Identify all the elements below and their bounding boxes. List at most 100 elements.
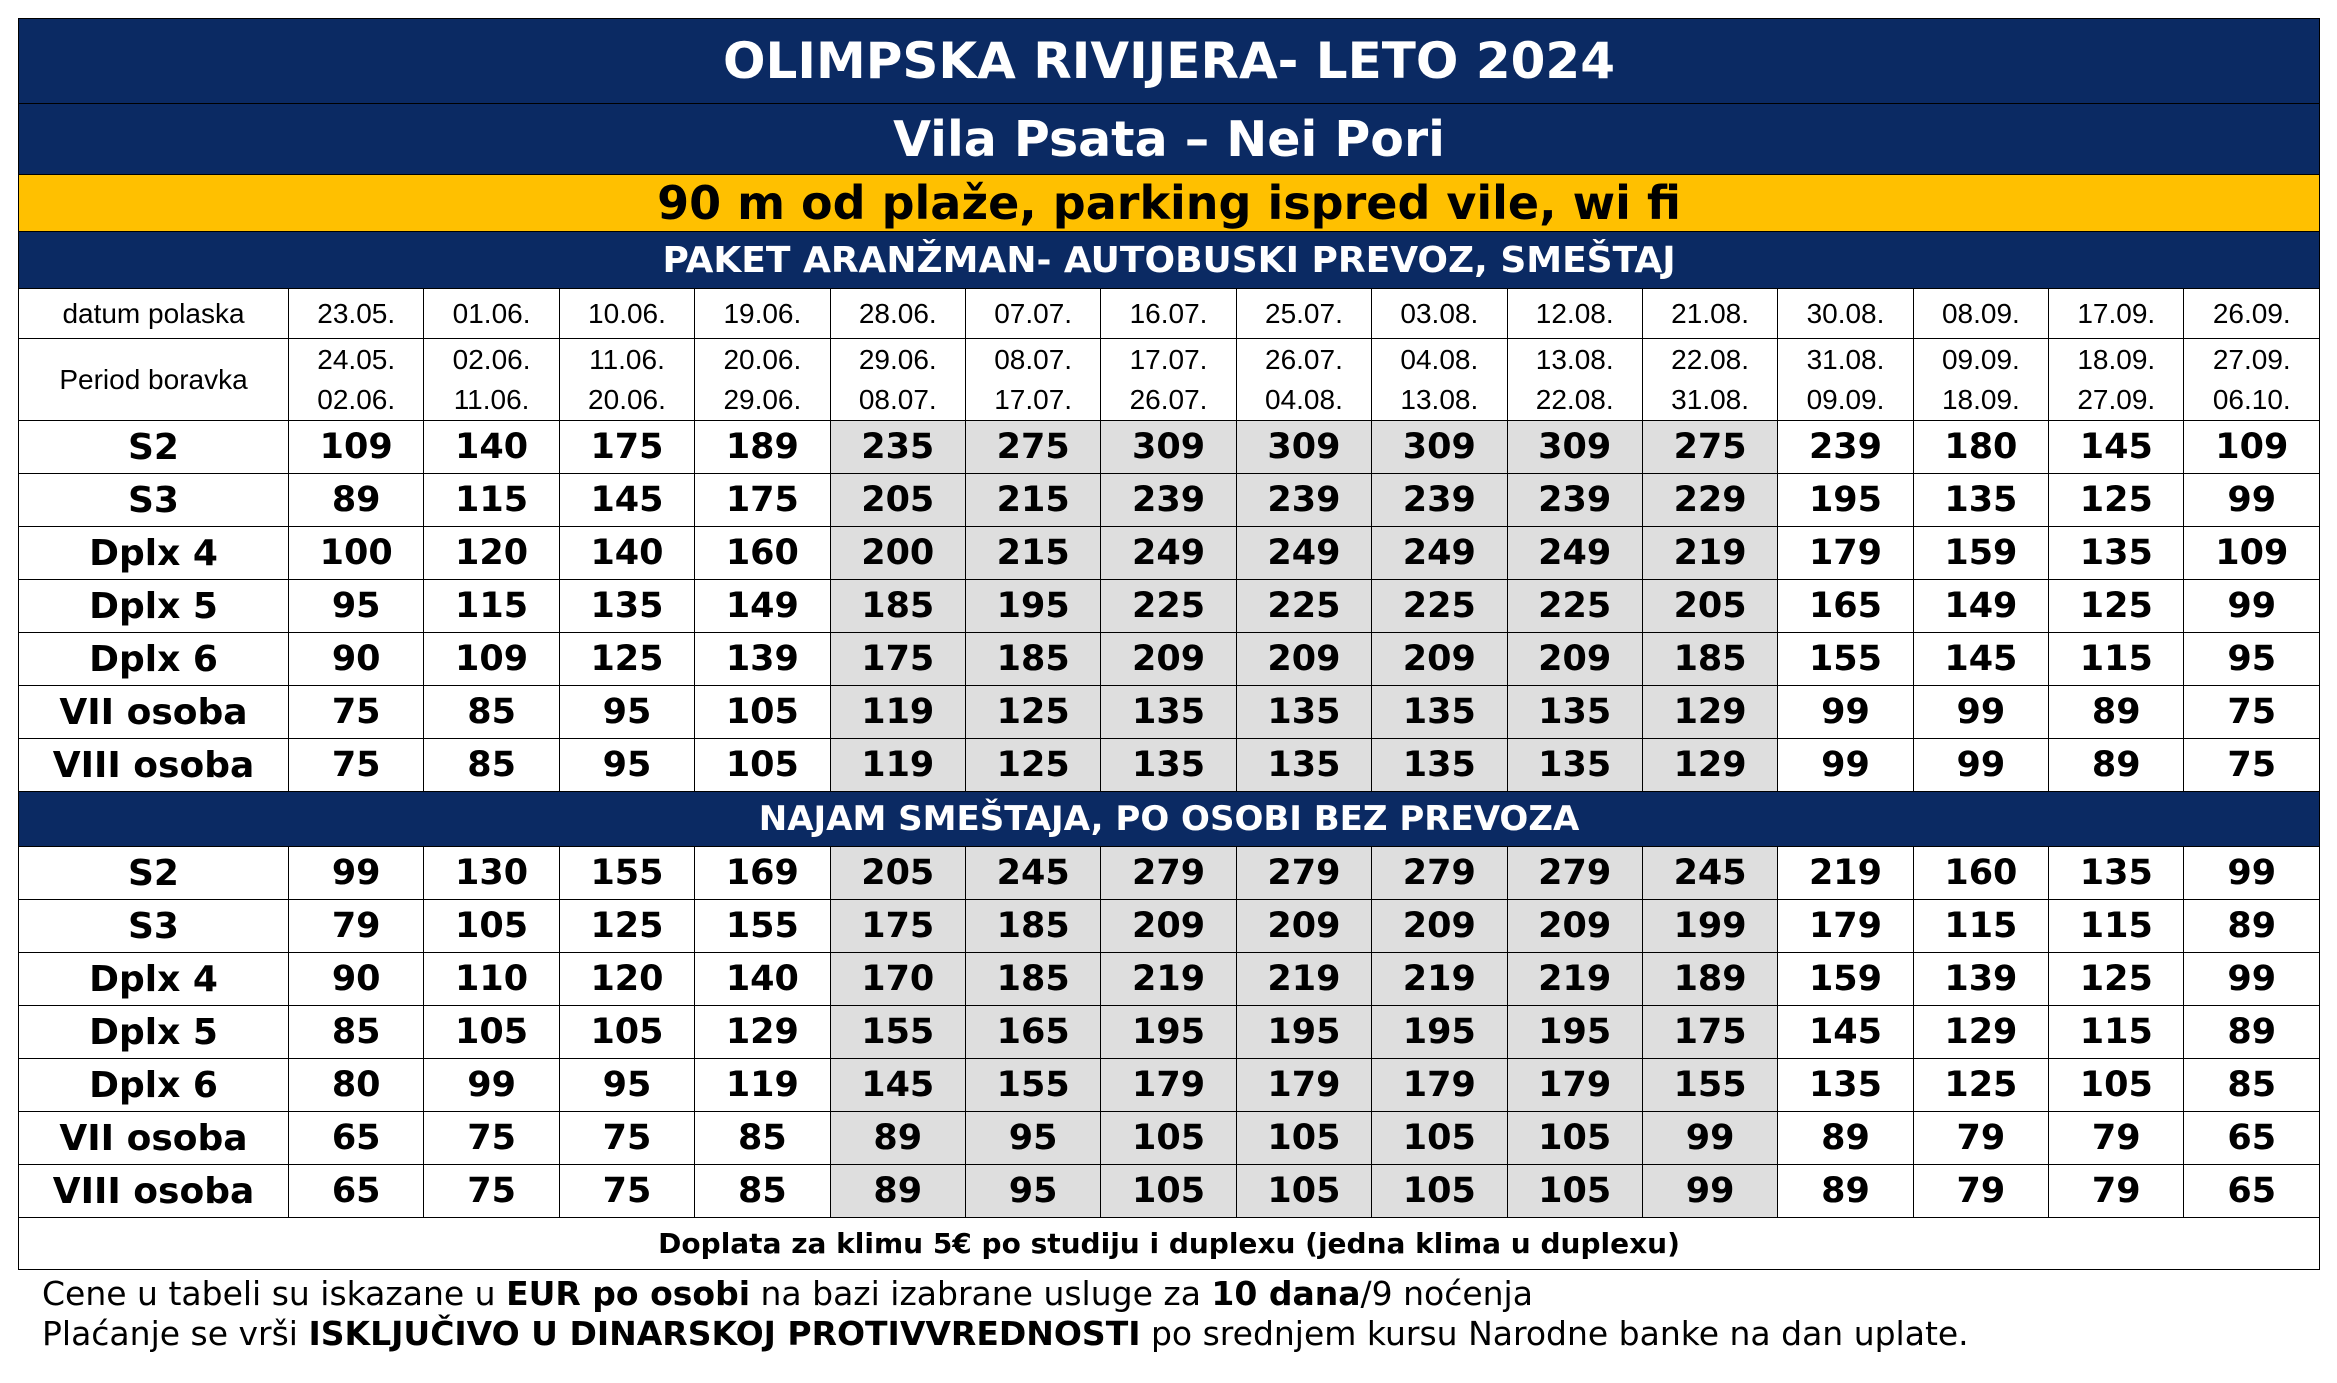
period-end: 06.10. xyxy=(2212,383,2291,415)
price-cell: 100 xyxy=(287,526,425,580)
price-cell: 135 xyxy=(1235,685,1373,739)
stay-period: 11.06. 20.06. xyxy=(558,338,696,421)
period-end: 09.09. xyxy=(1806,383,1885,415)
departure-date: 01.06. xyxy=(423,288,560,339)
price-cell: 279 xyxy=(1100,846,1237,900)
table-row: S3 79 105 125 155 175 185 209 209 209 209 199 179 115… xyxy=(18,899,2321,953)
price-cell: 129 xyxy=(1912,1005,2050,1059)
stay-period: 09.09. 18.09. xyxy=(1912,338,2050,421)
ac-surcharge-note: Doplata za klimu 5€ po studiju i duplexu… xyxy=(17,1217,2321,1270)
price-cell: 235 xyxy=(829,420,966,474)
price-cell: 105 xyxy=(694,738,831,792)
price-cell: 105 xyxy=(423,899,560,953)
stay-period: 31.08. 09.09. xyxy=(1777,338,1914,421)
period-end: 22.08. xyxy=(1535,383,1614,415)
price-cell: 239 xyxy=(1371,473,1508,527)
price-cell: 175 xyxy=(829,899,966,953)
price-cell: 119 xyxy=(829,738,966,792)
price-cell: 99 xyxy=(2183,846,2321,900)
price-cell: 219 xyxy=(1100,952,1237,1006)
price-cell: 125 xyxy=(558,899,696,953)
price-cell: 129 xyxy=(1641,738,1779,792)
price-cell: 215 xyxy=(964,473,1102,527)
price-cell: 155 xyxy=(1777,632,1914,686)
price-cell: 145 xyxy=(829,1058,966,1112)
price-cell: 145 xyxy=(1912,632,2050,686)
price-cell: 135 xyxy=(2048,526,2185,580)
room-type-label: Dplx 5 xyxy=(18,1005,289,1059)
price-cell: 249 xyxy=(1506,526,1643,580)
price-cell: 140 xyxy=(558,526,696,580)
price-cell: 99 xyxy=(287,846,425,900)
price-cell: 75 xyxy=(2183,685,2321,739)
stay-period: 26.07. 04.08. xyxy=(1235,338,1373,421)
price-cell: 105 xyxy=(558,1005,696,1059)
amenities-banner: 90 m od plaže, parking ispred vile, wi f… xyxy=(17,174,2321,232)
price-list: OLIMPSKA RIVIJERA- LETO 2024 Vila Psata … xyxy=(17,18,2321,1354)
period-start: 26.07. xyxy=(1265,343,1343,375)
price-cell: 185 xyxy=(964,632,1102,686)
notes: Cene u tabeli su iskazane u EUR po osobi… xyxy=(18,1274,2319,1354)
departure-date: 25.07. xyxy=(1235,288,1373,339)
price-cell: 160 xyxy=(694,526,831,580)
price-cell: 239 xyxy=(1100,473,1237,527)
price-cell: 135 xyxy=(1100,738,1237,792)
price-cell: 89 xyxy=(1777,1111,1914,1165)
period-end: 08.07. xyxy=(858,383,937,415)
period-end: 18.09. xyxy=(1941,383,2020,415)
period-start: 24.05. xyxy=(317,343,396,375)
note-bold: EUR po osobi xyxy=(506,1274,751,1313)
departure-date: 16.07. xyxy=(1100,288,1237,339)
departure-date: 26.09. xyxy=(2183,288,2321,339)
table-row: VIII osoba 65 75 75 85 89 95 105 105 105 105 99 89 79… xyxy=(18,1164,2321,1218)
price-cell: 185 xyxy=(964,952,1102,1006)
price-cell: 309 xyxy=(1371,420,1508,474)
price-cell: 195 xyxy=(1100,1005,1237,1059)
stay-period: 22.08. 31.08. xyxy=(1641,338,1779,421)
period-start: 04.08. xyxy=(1400,343,1479,375)
price-cell: 179 xyxy=(1235,1058,1373,1112)
price-cell: 140 xyxy=(694,952,831,1006)
price-cell: 195 xyxy=(1371,1005,1508,1059)
price-cell: 219 xyxy=(1641,526,1779,580)
stay-period: 02.06. 11.06. xyxy=(423,338,560,421)
departure-date: 07.07. xyxy=(964,288,1102,339)
price-cell: 185 xyxy=(964,899,1102,953)
price-cell: 140 xyxy=(423,420,560,474)
price-cell: 160 xyxy=(1912,846,2050,900)
price-cell: 129 xyxy=(1641,685,1779,739)
price-cell: 175 xyxy=(558,420,696,474)
price-cell: 149 xyxy=(694,579,831,633)
price-cell: 185 xyxy=(829,579,966,633)
price-cell: 239 xyxy=(1235,473,1373,527)
price-cell: 95 xyxy=(287,579,425,633)
departure-date: 23.05. xyxy=(287,288,425,339)
room-type-label: S3 xyxy=(18,899,289,953)
price-cell: 135 xyxy=(1235,738,1373,792)
price-cell: 75 xyxy=(558,1164,696,1218)
price-cell: 115 xyxy=(2048,1005,2185,1059)
departure-date: 28.06. xyxy=(829,288,966,339)
price-cell: 105 xyxy=(1506,1164,1643,1218)
price-cell: 279 xyxy=(1235,846,1373,900)
price-cell: 105 xyxy=(423,1005,560,1059)
price-cell: 209 xyxy=(1235,632,1373,686)
price-cell: 179 xyxy=(1506,1058,1643,1112)
price-cell: 135 xyxy=(1506,685,1643,739)
departure-date: 17.09. xyxy=(2048,288,2185,339)
price-cell: 135 xyxy=(1912,473,2050,527)
price-cell: 115 xyxy=(423,473,560,527)
price-cell: 209 xyxy=(1371,899,1508,953)
price-cell: 105 xyxy=(1235,1111,1373,1165)
price-cell: 95 xyxy=(2183,632,2321,686)
period-label: Period boravka xyxy=(18,338,289,421)
price-cell: 229 xyxy=(1641,473,1779,527)
stay-period: 08.07. 17.07. xyxy=(964,338,1102,421)
villa-subtitle: Vila Psata – Nei Pori xyxy=(17,103,2321,175)
price-cell: 195 xyxy=(964,579,1102,633)
price-cell: 275 xyxy=(964,420,1102,474)
price-cell: 135 xyxy=(1371,685,1508,739)
stay-period: 13.08. 22.08. xyxy=(1506,338,1643,421)
price-cell: 205 xyxy=(829,473,966,527)
price-cell: 89 xyxy=(2183,899,2321,953)
